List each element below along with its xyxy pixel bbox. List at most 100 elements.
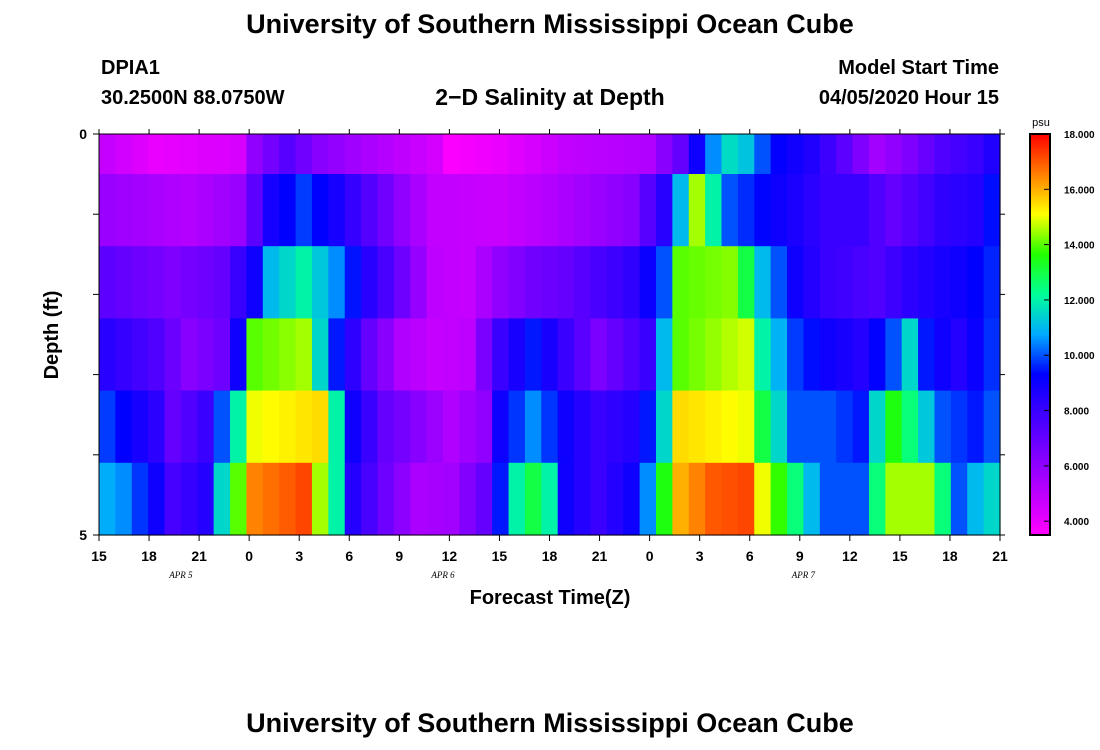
heatmap-cell [99,318,116,392]
heatmap-cell [131,174,149,247]
heatmap-cell [803,462,821,536]
heatmap-cell [606,134,624,175]
x-tick-label: 0 [646,548,654,564]
heatmap-cell [295,390,313,464]
heatmap-cell [230,246,248,319]
heatmap-cell [705,134,723,175]
heatmap-cell [655,390,673,464]
heatmap-cell [950,318,968,392]
heatmap-cell [197,318,215,392]
heatmap-cell [246,246,264,319]
heatmap-cell [983,318,1001,392]
heatmap-cell [246,462,264,536]
heatmap-cell [213,462,231,536]
colorbar-unit: psu [1032,117,1050,129]
heatmap-cell [213,390,231,464]
heatmap-cell [672,318,690,392]
heatmap-cell [131,390,149,464]
heatmap-cell [967,246,985,319]
heatmap-cell [901,390,919,464]
colorbar-tick-label: 18.000 [1064,130,1095,141]
heatmap-cell [639,462,657,536]
heatmap-cell [754,246,772,319]
heatmap-cell [852,318,870,392]
heatmap-cell [459,134,477,175]
heatmap-cell [475,134,493,175]
heatmap-cell [787,246,805,319]
heatmap-cell [836,134,854,175]
heatmap-cell [901,134,919,175]
heatmap-cell [459,246,477,319]
heatmap-cell [148,246,166,319]
heatmap-cell [295,174,313,247]
heatmap-cell [868,174,886,247]
heatmap-cell [787,134,805,175]
heatmap-cell [721,174,739,247]
heatmap-cell [770,174,788,247]
heatmap-cell [377,246,395,319]
heatmap-cell [148,134,166,175]
heatmap-cell [721,134,739,175]
y-tick-label: 0 [79,126,87,142]
heatmap-cell [623,390,641,464]
heatmap-cell [721,246,739,319]
y-axis-label: Depth (ft) [41,291,63,380]
heatmap-cell [311,174,329,247]
heatmap-cell [787,390,805,464]
heatmap-cell [803,134,821,175]
heatmap-cell [508,318,526,392]
heatmap-cell [868,318,886,392]
heatmap-cell [574,390,592,464]
heatmap-cell [180,318,198,392]
heatmap-cell [246,390,264,464]
chart-subtitle: 2−D Salinity at Depth [435,84,665,110]
heatmap-cell [393,390,411,464]
x-tick-label: 21 [191,548,207,564]
heatmap-cell [426,318,444,392]
heatmap-cell [508,390,526,464]
heatmap-cell [557,246,575,319]
heatmap-cell [459,390,477,464]
heatmap-cell [262,318,280,392]
heatmap-cell [180,134,198,175]
heatmap-cell [131,462,149,536]
x-tick-label: 18 [542,548,558,564]
heatmap-cell [541,318,559,392]
heatmap-cell [852,390,870,464]
heatmap-cell [574,174,592,247]
heatmap-cell [410,246,428,319]
heatmap-cell [868,134,886,175]
heatmap-cell [197,246,215,319]
heatmap-cell [426,390,444,464]
heatmap-cell [770,318,788,392]
heatmap-cell [328,246,346,319]
heatmap-cell [197,174,215,247]
y-tick-label: 5 [79,527,87,543]
heatmap-cell [148,318,166,392]
heatmap-cell [606,174,624,247]
heatmap-cell [115,462,133,536]
heatmap-cell [688,462,706,536]
heatmap-cell [164,462,182,536]
colorbar-tick-label: 14.000 [1064,241,1095,252]
heatmap-cell [967,390,985,464]
heatmap-cell [492,134,510,175]
heatmap-cell [541,174,559,247]
heatmap-cell [918,462,936,536]
heatmap-cell [672,462,690,536]
heatmap-cell [836,390,854,464]
heatmap-cell [754,390,772,464]
heatmap-cell [246,134,264,175]
heatmap-cell [688,174,706,247]
heatmap-cell [737,462,755,536]
heatmap-cell [606,246,624,319]
heatmap-cell [819,318,837,392]
heatmap-cell [410,318,428,392]
heatmap-cell [393,246,411,319]
heatmap-cell [639,318,657,392]
heatmap-cell [475,390,493,464]
heatmap-cell [737,134,755,175]
colorbar-tick-label: 4.000 [1064,517,1089,528]
heatmap-cell [885,318,903,392]
heatmap-cell [967,174,985,247]
